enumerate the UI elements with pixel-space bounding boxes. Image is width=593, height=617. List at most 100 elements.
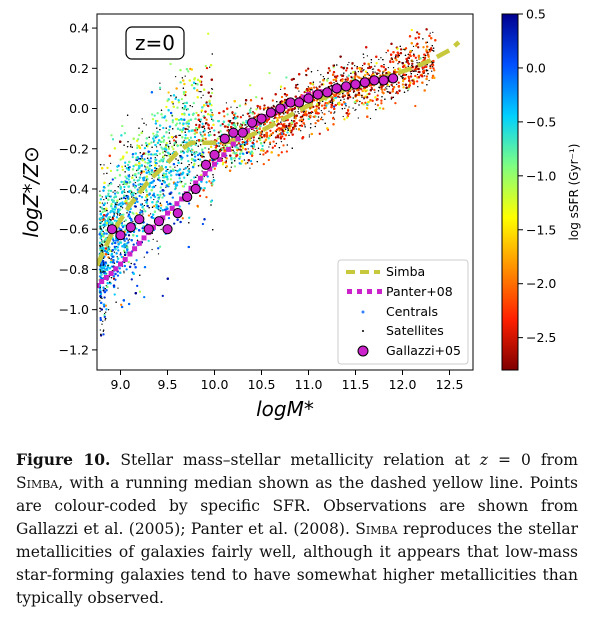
galaxy-point: [236, 144, 238, 146]
galaxy-point: [192, 101, 195, 105]
galaxy-point: [205, 118, 208, 121]
galaxy-point: [141, 144, 143, 146]
galaxy-point: [360, 102, 364, 105]
galaxy-point: [141, 230, 145, 233]
galaxy-point: [205, 101, 208, 104]
galaxy-point: [230, 166, 232, 168]
galaxy-point: [332, 78, 335, 82]
galaxy-point: [144, 210, 147, 213]
galaxy-point: [132, 165, 135, 168]
galaxy-point: [104, 262, 108, 265]
galaxy-point: [123, 224, 127, 227]
galaxy-point: [415, 70, 417, 72]
galaxy-point: [161, 196, 164, 199]
galaxy-point: [175, 173, 178, 176]
galaxy-point: [416, 59, 418, 62]
galaxy-point: [212, 176, 215, 178]
galaxy-point: [320, 74, 322, 76]
galaxy-point: [152, 238, 154, 241]
galaxy-point: [411, 49, 413, 52]
galaxy-point: [346, 109, 350, 112]
galaxy-point: [166, 203, 170, 206]
galaxy-point: [151, 118, 155, 121]
galaxy-point: [178, 177, 181, 180]
galaxy-point: [380, 99, 383, 102]
galaxy-point: [300, 120, 303, 123]
galaxy-point: [414, 56, 417, 59]
galaxy-point: [141, 206, 144, 209]
galaxy-point: [396, 83, 398, 86]
galaxy-point: [113, 251, 116, 253]
galaxy-point: [124, 161, 127, 164]
galaxy-point: [200, 97, 202, 99]
galaxy-point: [219, 142, 222, 145]
galaxy-point: [105, 229, 108, 232]
galaxy-point: [120, 223, 124, 227]
galaxy-point: [187, 113, 191, 116]
galaxy-point: [407, 75, 410, 78]
galaxy-point: [176, 106, 179, 109]
galaxy-point: [376, 94, 379, 97]
galaxy-point: [394, 101, 397, 105]
galaxy-point: [109, 189, 113, 193]
galaxy-point: [382, 65, 386, 69]
galaxy-point: [314, 121, 317, 125]
galaxy-point: [187, 159, 190, 163]
galaxy-point: [255, 129, 258, 132]
galaxy-point: [366, 66, 370, 70]
galaxy-point: [416, 73, 419, 76]
galaxy-point: [103, 217, 105, 219]
galaxy-point: [102, 262, 104, 264]
galaxy-point: [162, 176, 165, 179]
galaxy-point: [307, 86, 309, 88]
galaxy-point: [221, 122, 224, 126]
galaxy-point: [345, 67, 349, 70]
galaxy-point: [431, 70, 433, 72]
galaxy-point: [362, 76, 365, 78]
galaxy-point: [416, 80, 419, 83]
galaxy-point: [156, 240, 158, 242]
galaxy-point: [372, 68, 375, 70]
galaxy-point: [203, 175, 205, 178]
galaxy-point: [156, 178, 159, 180]
galaxy-point: [364, 70, 368, 73]
galaxy-point: [116, 274, 120, 277]
galaxy-point: [432, 67, 435, 70]
galaxy-point: [177, 101, 181, 104]
galaxy-point: [122, 249, 126, 252]
galaxy-point: [168, 154, 171, 158]
galaxy-point: [198, 90, 200, 93]
galaxy-point: [424, 75, 426, 77]
galaxy-point: [150, 164, 153, 167]
galaxy-point: [283, 98, 287, 102]
galaxy-point: [149, 213, 152, 215]
galaxy-point: [325, 104, 328, 107]
galaxy-point: [196, 153, 200, 157]
galaxy-point: [244, 162, 247, 165]
galaxy-point: [261, 144, 264, 148]
galaxy-point: [320, 109, 323, 112]
galaxy-point: [103, 305, 106, 308]
galaxy-point: [107, 192, 110, 195]
galaxy-point: [125, 237, 128, 240]
galaxy-point: [112, 239, 115, 242]
galaxy-point: [226, 113, 229, 116]
galaxy-point: [188, 138, 191, 142]
galaxy-point: [262, 153, 265, 156]
galaxy-point: [102, 330, 104, 333]
galaxy-point: [167, 168, 169, 171]
galaxy-point: [287, 127, 289, 129]
galaxy-point: [183, 139, 185, 142]
galaxy-point: [153, 195, 157, 199]
galaxy-point: [411, 62, 414, 65]
galaxy-point: [249, 159, 253, 163]
galaxy-point: [327, 77, 329, 80]
galaxy-point: [134, 181, 137, 184]
galaxy-point: [113, 208, 117, 211]
galaxy-point: [169, 62, 172, 66]
galaxy-point: [166, 144, 169, 147]
galaxy-point: [428, 79, 430, 82]
galaxy-point: [312, 105, 315, 109]
galaxy-point: [379, 84, 381, 86]
galaxy-point: [145, 190, 148, 193]
